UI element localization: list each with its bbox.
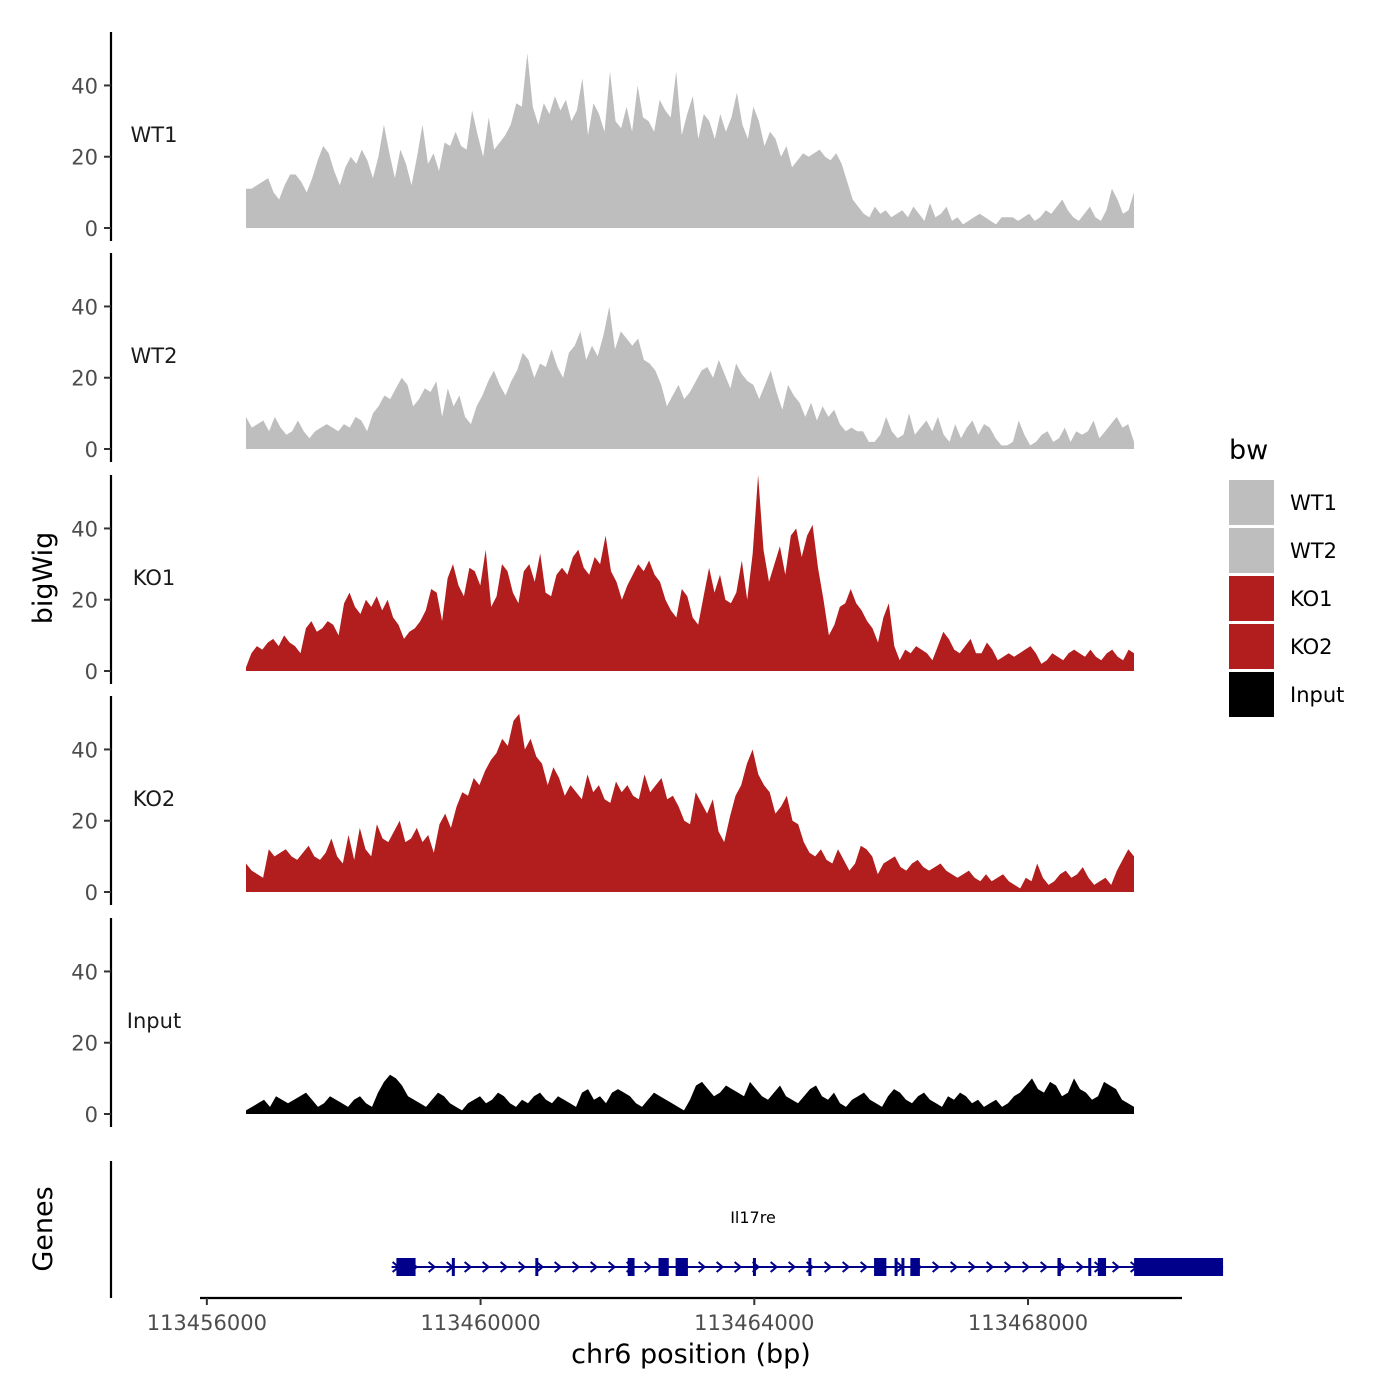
strand-arrow <box>949 1261 959 1273</box>
exon <box>808 1258 812 1276</box>
y-tick-label: 20 <box>71 810 98 834</box>
legend-swatch-ko1 <box>1229 576 1274 621</box>
y-tick-label: 40 <box>71 960 98 984</box>
x-tick-label: 113464000 <box>694 1311 814 1335</box>
legend-swatch-wt1 <box>1229 480 1274 525</box>
y-tick-label: 40 <box>71 295 98 319</box>
track-label: WT2 <box>131 344 178 368</box>
y-tick-label: 0 <box>85 660 98 684</box>
exon <box>894 1258 898 1276</box>
coverage-area-wt2 <box>246 306 1134 449</box>
exon <box>451 1258 455 1276</box>
exon <box>1097 1258 1107 1276</box>
y-tick-label: 0 <box>85 881 98 905</box>
strand-arrow <box>1039 1261 1049 1273</box>
legend-label-ko2: KO2 <box>1290 635 1333 659</box>
y-tick-label: 20 <box>71 146 98 170</box>
gene-panel: Il17re <box>109 1161 1224 1298</box>
exon <box>874 1258 887 1276</box>
x-axis: 113456000 113460000 113464000 113468000 <box>147 1296 1182 1335</box>
exon <box>752 1258 756 1276</box>
legend-label-wt1: WT1 <box>1290 491 1337 515</box>
track-label: KO1 <box>133 566 176 590</box>
y-tick-label: 0 <box>85 217 98 241</box>
exon <box>675 1258 688 1276</box>
strand-arrow <box>985 1261 995 1273</box>
genes-axis-title: Genes <box>28 1186 59 1271</box>
track-input: 0 20 40 Input <box>71 918 1134 1127</box>
strand-arrow <box>1003 1261 1013 1273</box>
legend-swatch-input <box>1229 672 1274 717</box>
exon <box>535 1258 539 1276</box>
legend-label-input: Input <box>1290 683 1344 707</box>
x-tick-label: 113468000 <box>968 1311 1088 1335</box>
exon <box>627 1258 635 1276</box>
x-tick-label: 113456000 <box>147 1311 267 1335</box>
strand-arrow <box>571 1261 581 1273</box>
x-axis-title: chr6 position (bp) <box>571 1339 811 1370</box>
y-tick-label: 0 <box>85 1103 98 1127</box>
track-label: WT1 <box>131 123 178 147</box>
strand-arrow <box>733 1261 743 1273</box>
coverage-area-wt1 <box>246 53 1134 229</box>
strand-arrow <box>553 1261 563 1273</box>
track-label: KO2 <box>133 787 176 811</box>
exon <box>1057 1258 1061 1276</box>
strand-arrow <box>607 1261 617 1273</box>
strand-arrow <box>535 1261 545 1273</box>
y-tick-label: 0 <box>85 438 98 462</box>
exon <box>901 1258 905 1276</box>
y-tick-label: 40 <box>71 517 98 541</box>
strand-arrow <box>1111 1261 1121 1273</box>
track-ko2: 0 20 40 KO2 <box>71 696 1134 905</box>
y-axis-title: bigWig <box>28 532 59 625</box>
strand-arrow <box>787 1261 797 1273</box>
strand-arrow <box>1021 1261 1031 1273</box>
legend-label-wt2: WT2 <box>1290 539 1337 563</box>
exon <box>658 1258 669 1276</box>
y-tick-label: 20 <box>71 1032 98 1056</box>
legend-swatch-wt2 <box>1229 528 1274 573</box>
exon <box>396 1258 416 1276</box>
exon <box>1088 1258 1092 1276</box>
legend-title: bw <box>1229 435 1268 466</box>
track-ko1: 0 20 40 KO1 <box>71 475 1134 684</box>
legend: bw WT1 WT2 KO1 KO2 Input <box>1229 435 1344 717</box>
strand-arrow <box>427 1261 437 1273</box>
legend-swatch-ko2 <box>1229 624 1274 669</box>
strand-arrow <box>931 1261 941 1273</box>
coverage-area-ko2 <box>246 713 1134 892</box>
gene-label: Il17re <box>730 1208 776 1227</box>
strand-arrow <box>859 1261 869 1273</box>
track-wt2: 0 20 40 WT2 <box>71 253 1134 462</box>
gene-model <box>391 1258 1224 1276</box>
strand-arrow <box>517 1261 527 1273</box>
strand-arrow <box>715 1261 725 1273</box>
track-label: Input <box>127 1009 181 1033</box>
x-tick-label: 113460000 <box>420 1311 540 1335</box>
strand-arrow <box>499 1261 509 1273</box>
legend-label-ko1: KO1 <box>1290 587 1333 611</box>
strand-arrow <box>1075 1261 1085 1273</box>
y-tick-label: 20 <box>71 589 98 613</box>
strand-arrow <box>589 1261 599 1273</box>
strand-arrow <box>481 1261 491 1273</box>
exon <box>910 1258 920 1276</box>
strand-arrow <box>823 1261 833 1273</box>
strand-arrow <box>643 1261 653 1273</box>
strand-arrow <box>463 1261 473 1273</box>
coverage-area-input <box>246 1074 1134 1114</box>
y-tick-label: 40 <box>71 738 98 762</box>
track-wt1: 0 20 40 WT1 <box>71 32 1134 241</box>
exon <box>1134 1258 1224 1276</box>
track-panels: 0 20 40 WT1 0 20 40 WT2 0 20 40 KO1 0 20 40 KO2 0 20 40 Inp… <box>71 32 1134 1127</box>
coverage-area-ko1 <box>246 475 1134 671</box>
strand-arrow <box>841 1261 851 1273</box>
y-tick-label: 40 <box>71 74 98 98</box>
strand-arrow <box>769 1261 779 1273</box>
strand-arrow <box>697 1261 707 1273</box>
strand-arrow <box>967 1261 977 1273</box>
y-tick-label: 20 <box>71 367 98 391</box>
